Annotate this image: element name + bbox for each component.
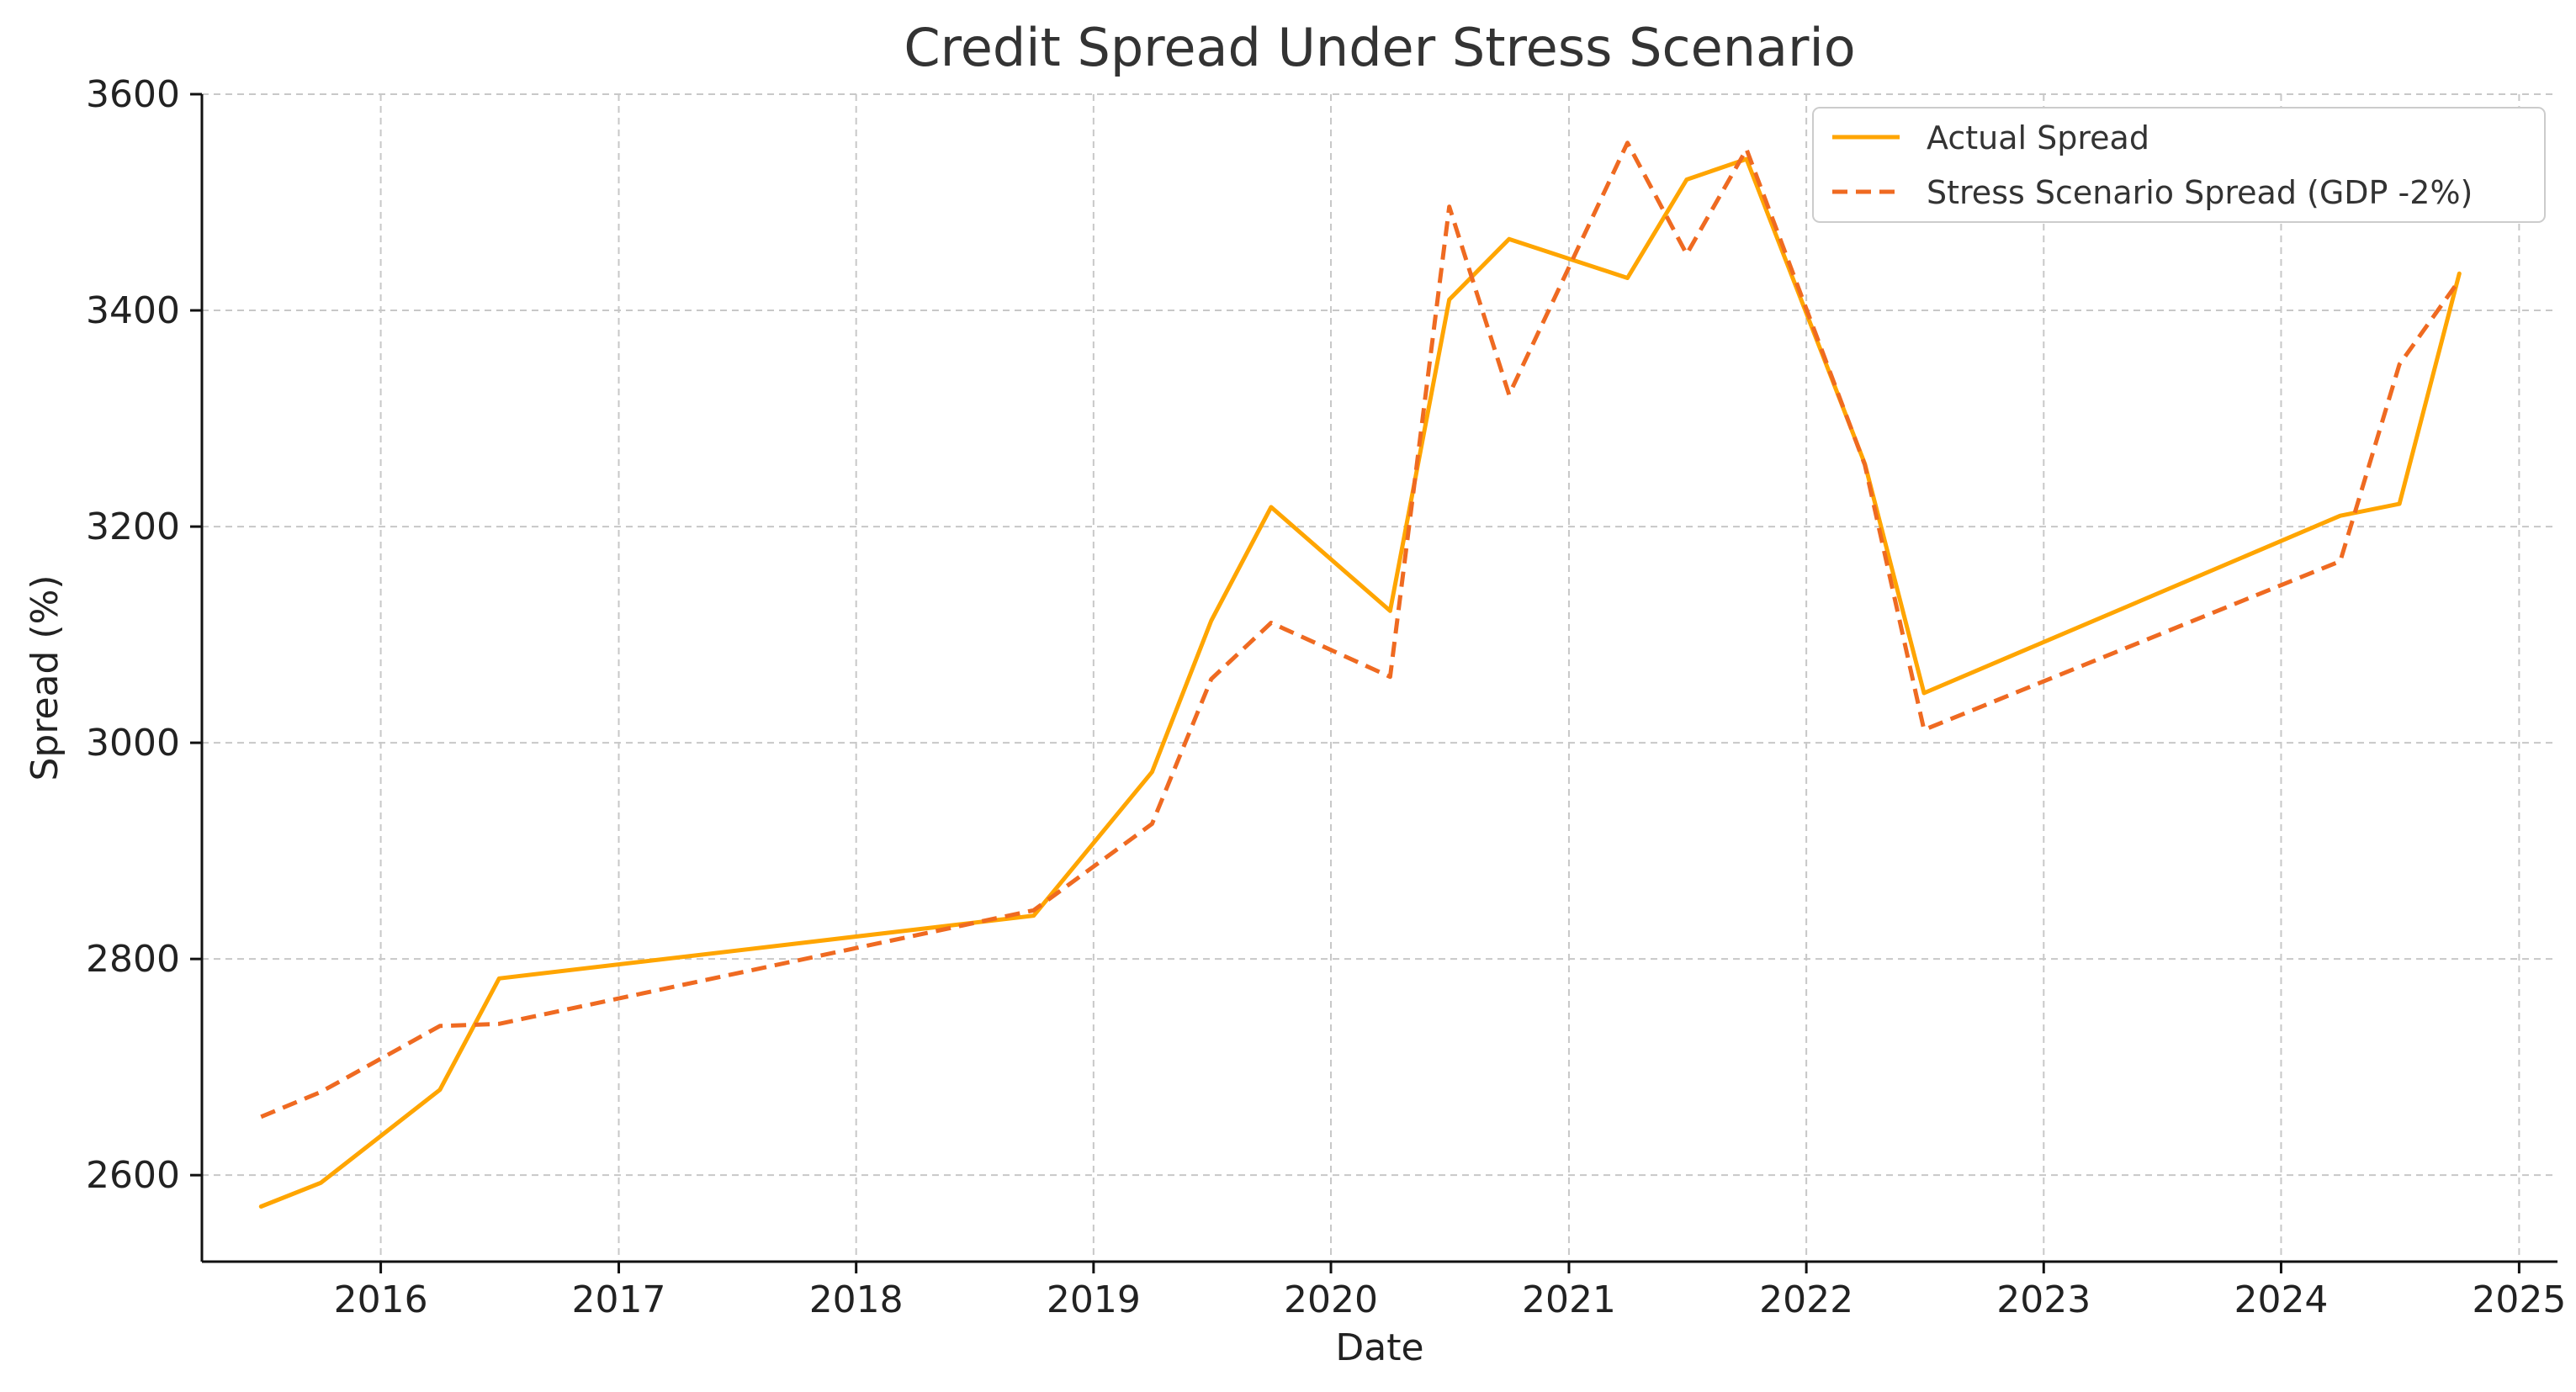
x-tick-label-2025: 2025 [2472, 1278, 2566, 1321]
axes [200, 94, 2557, 1263]
y-axis-title: Spread (%) [24, 574, 66, 781]
x-tick-label-2022: 2022 [1759, 1278, 1853, 1321]
y-tick-label-3400: 3400 [86, 289, 180, 332]
x-tick-label-2023: 2023 [1996, 1278, 2091, 1321]
x-tick-label-2020: 2020 [1284, 1278, 1378, 1321]
x-tick-label-2021: 2021 [1522, 1278, 1616, 1321]
series-line-actual-spread [258, 156, 2462, 1209]
series-line-stress-spread [260, 140, 2462, 1119]
x-tick-label-2018: 2018 [809, 1278, 904, 1321]
x-tick-label-2024: 2024 [2234, 1278, 2328, 1321]
x-axis-title: Date [1335, 1326, 1423, 1369]
x-tick-label-2017: 2017 [572, 1278, 666, 1321]
series-lines [258, 140, 2462, 1209]
x-tick-label-2016: 2016 [334, 1278, 428, 1321]
x-tick-label-2019: 2019 [1047, 1278, 1141, 1321]
y-tick-label-3600: 3600 [86, 73, 180, 116]
y-tick-label-3000: 3000 [86, 722, 180, 765]
y-tick-label-2800: 2800 [86, 938, 180, 981]
legend-box [1812, 107, 2546, 223]
grid-lines [202, 93, 2557, 1262]
y-tick-label-2600: 2600 [86, 1154, 180, 1197]
tick-labels: 2016 2017 2018 2019 2020 2021 2022 2023 2024 2025… [86, 73, 2566, 1321]
chart-title: Credit Spread Under Stress Scenario [904, 17, 1855, 78]
y-tick-label-3200: 3200 [86, 505, 180, 548]
legend: Actual Spread Stress Scenario Spread (GD… [1812, 107, 2546, 223]
legend-label-actual-spread: Actual Spread [1927, 119, 2149, 156]
legend-label-stress-spread: Stress Scenario Spread (GDP -2%) [1927, 174, 2473, 211]
